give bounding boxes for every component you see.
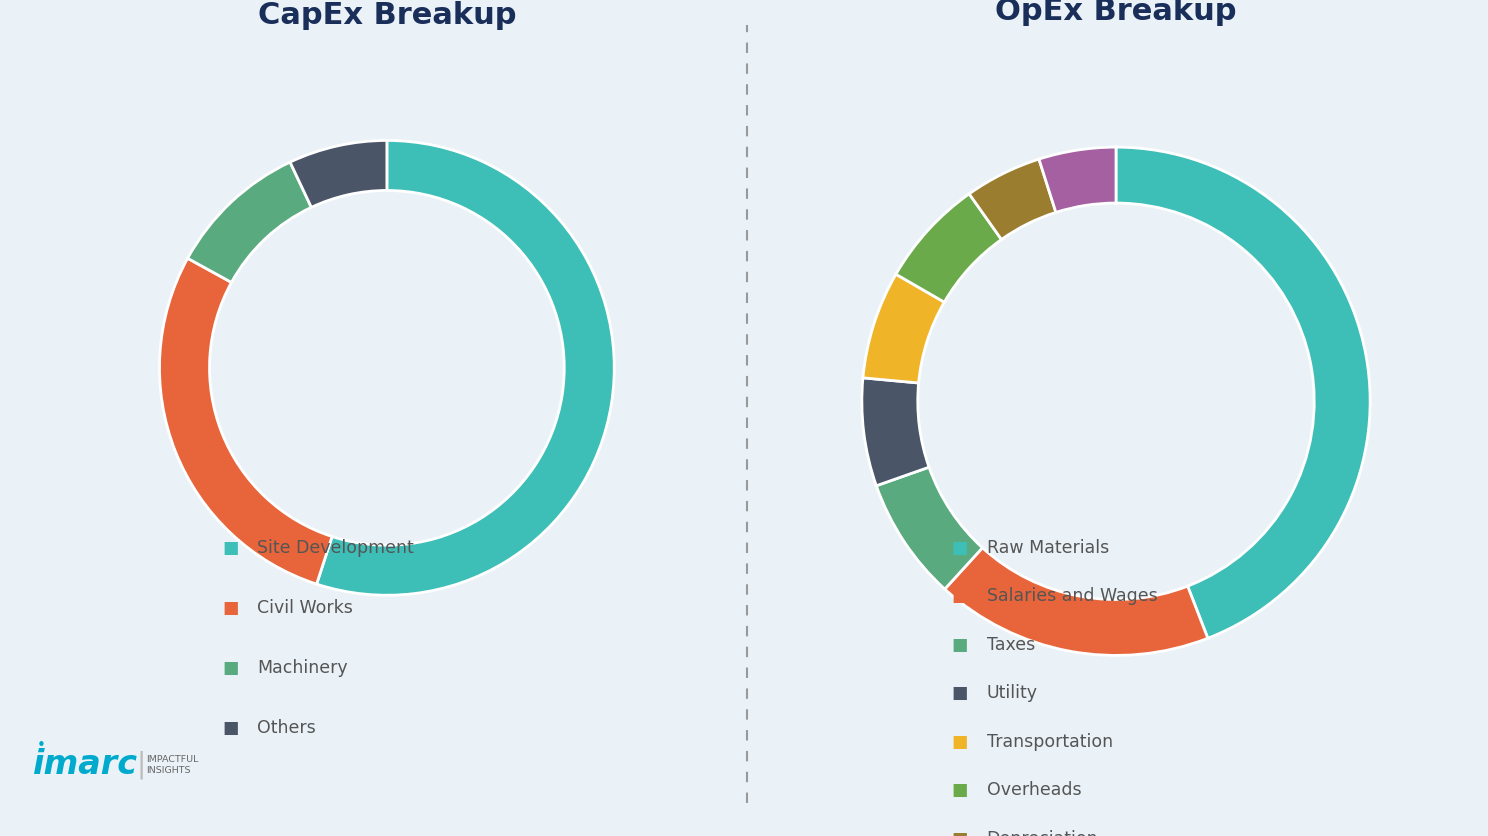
Text: ■: ■ (951, 635, 969, 654)
Text: ■: ■ (222, 719, 240, 737)
Text: ■: ■ (951, 781, 969, 799)
Text: Salaries and Wages: Salaries and Wages (987, 587, 1158, 605)
Text: Depreciation: Depreciation (987, 829, 1098, 836)
Title: OpEx Breakup: OpEx Breakup (995, 0, 1237, 27)
Text: Taxes: Taxes (987, 635, 1034, 654)
Text: ■: ■ (951, 684, 969, 702)
Title: CapEx Breakup: CapEx Breakup (257, 2, 516, 30)
Text: |: | (137, 751, 146, 779)
Text: ■: ■ (222, 538, 240, 557)
Text: ■: ■ (222, 599, 240, 617)
Text: imarc: imarc (33, 748, 138, 782)
Wedge shape (1039, 147, 1116, 212)
Wedge shape (187, 162, 311, 283)
Text: IMPACTFUL: IMPACTFUL (146, 755, 198, 763)
Text: Civil Works: Civil Works (257, 599, 353, 617)
Text: Overheads: Overheads (987, 781, 1082, 799)
Text: Raw Materials: Raw Materials (987, 538, 1109, 557)
Wedge shape (1116, 147, 1370, 638)
Text: Utility: Utility (987, 684, 1037, 702)
Wedge shape (863, 274, 945, 383)
Text: Site Development: Site Development (257, 538, 414, 557)
Wedge shape (290, 140, 387, 207)
Text: Transportation: Transportation (987, 732, 1113, 751)
Text: ■: ■ (222, 659, 240, 677)
Wedge shape (862, 378, 929, 486)
Wedge shape (159, 258, 332, 584)
Wedge shape (876, 467, 982, 589)
Wedge shape (969, 159, 1056, 239)
Wedge shape (317, 140, 615, 595)
Text: ■: ■ (951, 829, 969, 836)
Text: ■: ■ (951, 587, 969, 605)
Text: ■: ■ (951, 732, 969, 751)
Text: Others: Others (257, 719, 315, 737)
Wedge shape (945, 548, 1208, 655)
Text: ■: ■ (951, 538, 969, 557)
Text: •: • (37, 738, 46, 753)
Wedge shape (896, 194, 1001, 302)
Text: INSIGHTS: INSIGHTS (146, 767, 190, 775)
Text: Machinery: Machinery (257, 659, 348, 677)
